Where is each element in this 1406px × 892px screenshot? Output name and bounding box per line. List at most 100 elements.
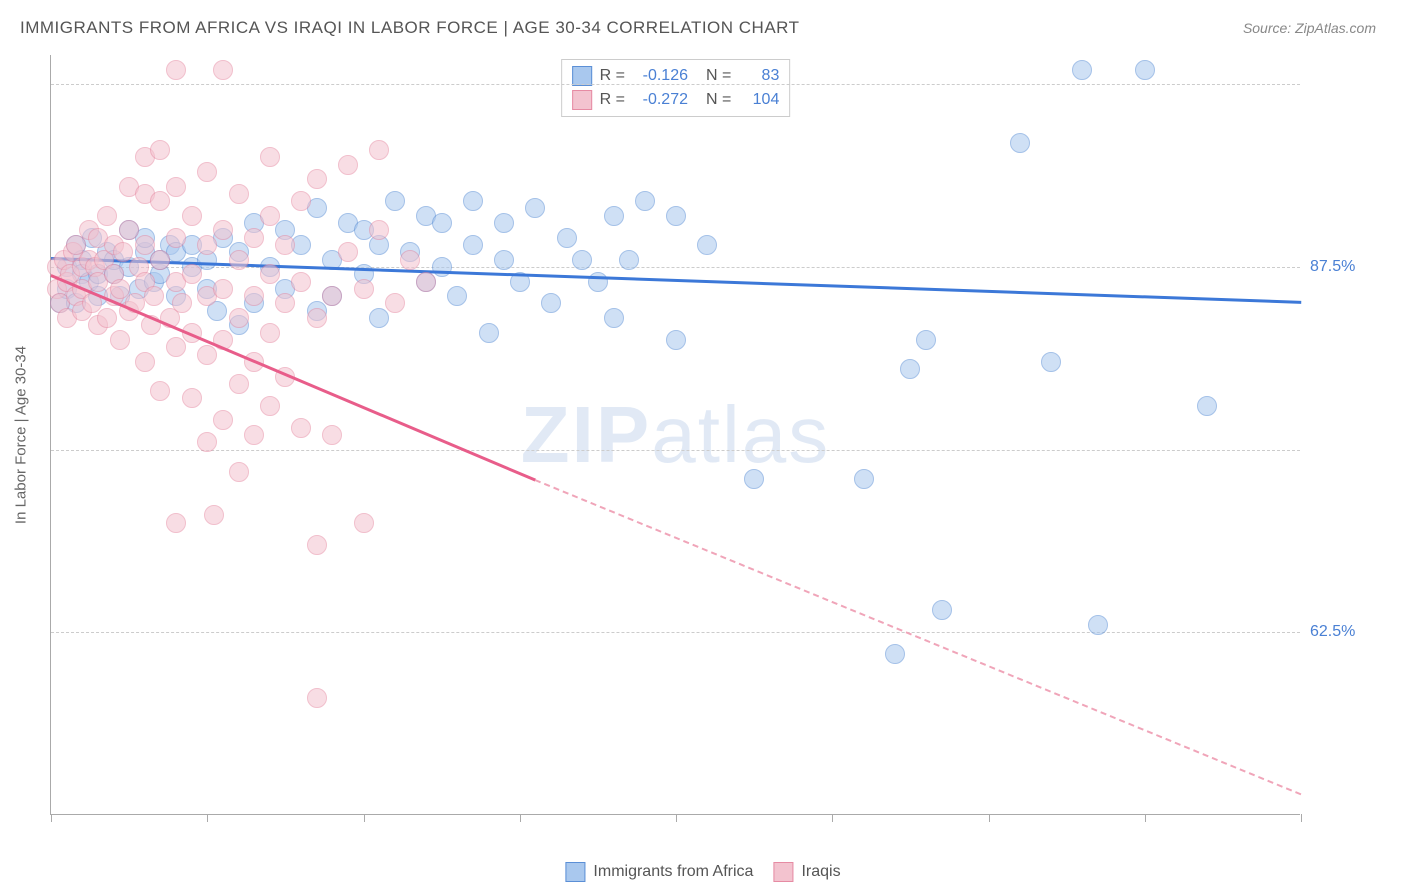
data-point [166,60,186,80]
data-point [213,410,233,430]
data-point [604,206,624,226]
data-point [385,191,405,211]
data-point [260,396,280,416]
data-point [354,279,374,299]
data-point [354,513,374,533]
data-point [97,308,117,328]
data-point [525,198,545,218]
data-point [144,286,164,306]
data-point [744,469,764,489]
data-point [307,308,327,328]
y-tick-label: 87.5% [1310,258,1390,276]
data-point [369,220,389,240]
data-point [291,418,311,438]
watermark: ZIPatlas [521,389,830,481]
data-point [432,213,452,233]
data-point [322,286,342,306]
x-tick [1301,814,1302,822]
data-point [479,323,499,343]
data-point [338,155,358,175]
gridline [51,632,1300,633]
data-point [307,688,327,708]
data-point [172,293,192,313]
data-point [494,213,514,233]
data-point [260,264,280,284]
data-point [135,235,155,255]
stat-n-label: N = [706,67,731,85]
data-point [110,279,130,299]
data-point [916,330,936,350]
data-point [229,374,249,394]
data-point [110,330,130,350]
data-point [182,206,202,226]
data-point [447,286,467,306]
data-point [260,206,280,226]
data-point [166,337,186,357]
data-point [182,388,202,408]
data-point [1010,133,1030,153]
legend: Immigrants from Africa Iraqis [565,862,840,882]
data-point [119,220,139,240]
data-point [166,177,186,197]
data-point [307,169,327,189]
data-point [900,359,920,379]
legend-label: Immigrants from Africa [593,863,753,881]
plot-area: In Labor Force | Age 30-34 ZIPatlas R =-… [50,55,1300,815]
x-tick [676,814,677,822]
series-swatch-icon [572,66,592,86]
data-point [494,250,514,270]
x-tick [207,814,208,822]
data-point [244,425,264,445]
data-point [588,272,608,292]
correlation-stats-box: R =-0.126N =83R =-0.272N =104 [561,59,791,117]
stat-n-value: 83 [739,67,779,85]
data-point [1088,615,1108,635]
x-tick [1145,814,1146,822]
data-point [166,228,186,248]
data-point [213,220,233,240]
y-axis-title: In Labor Force | Age 30-34 [13,345,30,523]
data-point [291,191,311,211]
y-tick-label: 62.5% [1310,623,1390,641]
x-tick [832,814,833,822]
data-point [604,308,624,328]
stat-r-value: -0.272 [633,91,688,109]
data-point [463,191,483,211]
data-point [572,250,592,270]
series-swatch-icon [572,90,592,110]
data-point [385,293,405,313]
data-point [307,535,327,555]
data-point [150,250,170,270]
data-point [244,228,264,248]
data-point [97,206,117,226]
data-point [932,600,952,620]
data-point [369,308,389,328]
stat-n-label: N = [706,91,731,109]
legend-label: Iraqis [801,863,840,881]
data-point [369,140,389,160]
data-point [135,352,155,372]
trendline [535,479,1301,795]
data-point [204,505,224,525]
data-point [213,279,233,299]
stat-n-value: 104 [739,91,779,109]
data-point [260,323,280,343]
x-tick [51,814,52,822]
data-point [854,469,874,489]
chart-title: IMMIGRANTS FROM AFRICA VS IRAQI IN LABOR… [20,18,800,38]
data-point [150,381,170,401]
data-point [697,235,717,255]
legend-swatch-icon [773,862,793,882]
legend-swatch-icon [565,862,585,882]
data-point [229,184,249,204]
data-point [244,286,264,306]
data-point [197,345,217,365]
data-point [1041,352,1061,372]
data-point [400,250,420,270]
data-point [1072,60,1092,80]
stat-row: R =-0.272N =104 [572,88,780,112]
data-point [322,425,342,445]
data-point [197,162,217,182]
data-point [416,272,436,292]
data-point [113,242,133,262]
